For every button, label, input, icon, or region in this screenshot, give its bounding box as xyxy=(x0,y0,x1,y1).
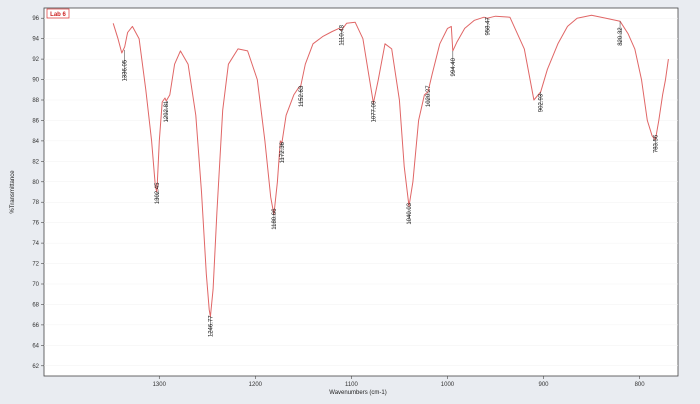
y-tick-label: 72 xyxy=(32,262,39,268)
chart-title-box: Lab 6 xyxy=(46,8,70,19)
peak-label: 1302.45 xyxy=(155,182,161,204)
x-tick-label: 1300 xyxy=(153,382,167,388)
x-tick-label: 1000 xyxy=(441,382,455,388)
peak-label: 1152.63 xyxy=(299,85,305,107)
x-tick-label: 800 xyxy=(635,382,646,388)
y-tick-label: 96 xyxy=(32,16,39,22)
x-axis-title: Wavenumbers (cm-1) xyxy=(329,390,386,396)
peak-label: 994.40 xyxy=(451,57,457,76)
peak-label: 1110.48 xyxy=(339,24,345,45)
peak-label: 1020.27 xyxy=(426,85,432,107)
y-tick-label: 82 xyxy=(32,159,39,165)
x-tick-label: 900 xyxy=(539,382,550,388)
y-tick-label: 62 xyxy=(32,364,39,370)
y-axis-title: %Transmittance xyxy=(10,170,16,214)
peak-label: 958.47 xyxy=(485,17,491,36)
spectrum-line xyxy=(112,14,669,318)
y-tick-label: 88 xyxy=(32,98,39,104)
peak-label: 1336.05 xyxy=(123,59,129,81)
y-tick-label: 92 xyxy=(32,57,39,63)
peak-label: 1172.36 xyxy=(280,141,286,163)
y-tick-label: 74 xyxy=(32,241,39,247)
y-tick-label: 70 xyxy=(32,282,39,288)
x-tick-label: 1200 xyxy=(249,382,263,388)
y-tick-label: 68 xyxy=(32,302,39,308)
chart-title: Lab 6 xyxy=(50,12,66,18)
y-tick-label: 64 xyxy=(32,343,39,349)
y-tick-label: 80 xyxy=(32,180,39,186)
y-tick-label: 76 xyxy=(32,221,39,227)
y-axis: 96 94 92 90 88 86 84 82 80 78 76 74 72 70 68 66 64 62 xyxy=(32,16,44,370)
x-tick-label: 1100 xyxy=(345,382,359,388)
peak-label: 902.93 xyxy=(539,93,545,112)
peak-label: 1077.09 xyxy=(371,100,377,122)
y-tick-label: 78 xyxy=(32,200,39,206)
plot-area xyxy=(43,7,679,377)
y-tick-label: 84 xyxy=(32,139,39,145)
peak-label: 820.32 xyxy=(618,27,624,46)
peak-label: 1246.77 xyxy=(208,315,214,337)
peak-label: 1040.03 xyxy=(407,202,413,224)
peak-label: 1180.66 xyxy=(272,208,278,230)
y-tick-label: 94 xyxy=(32,37,39,43)
y-tick-label: 86 xyxy=(32,118,39,124)
peak-label: 1292.81 xyxy=(164,100,170,122)
series-group xyxy=(112,14,669,318)
peak-label: 783.56 xyxy=(653,134,659,153)
y-tick-label: 66 xyxy=(32,323,39,329)
x-axis: 1300 1200 1100 1000 900 800 xyxy=(153,376,646,388)
y-tick-label: 90 xyxy=(32,78,39,84)
peak-labels: 1336.05 1302.45 1292.81 1246.77 1180.66 1172.… xyxy=(123,17,660,338)
